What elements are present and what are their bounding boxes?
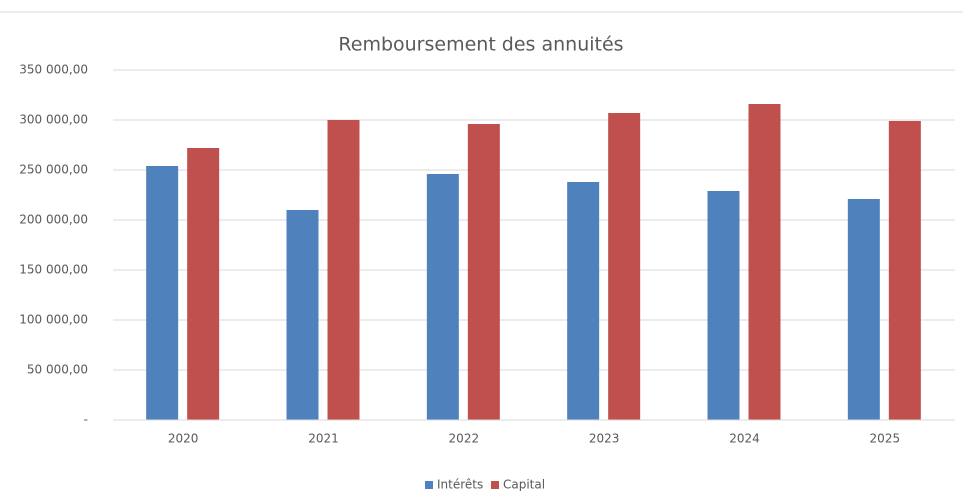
x-tick-label: 2021	[308, 432, 339, 446]
x-tick-label: 2025	[870, 432, 901, 446]
y-tick-label: 200 000,00	[19, 213, 88, 227]
legend-label: Intérêts	[437, 478, 483, 492]
x-tick-label: 2020	[168, 432, 199, 446]
bar	[146, 166, 179, 420]
x-tick-label: 2023	[589, 432, 620, 446]
y-tick-label: 50 000,00	[27, 363, 88, 377]
y-tick-label: 100 000,00	[19, 313, 88, 327]
x-tick-label: 2024	[729, 432, 760, 446]
legend-swatch	[491, 481, 499, 489]
x-tick-label: 2022	[449, 432, 480, 446]
legend-swatch	[425, 481, 433, 489]
y-tick-label: 300 000,00	[19, 113, 88, 127]
chart-title: Remboursement des annuités	[338, 34, 623, 56]
y-tick-label: 250 000,00	[19, 163, 88, 177]
legend-label: Capital	[503, 478, 545, 492]
bar	[888, 121, 921, 420]
bar	[567, 182, 600, 420]
bar	[847, 199, 880, 420]
bar	[608, 113, 641, 420]
y-tick-label: 350 000,00	[19, 63, 88, 77]
bar	[707, 191, 740, 420]
y-tick-label: -	[84, 413, 88, 427]
y-tick-label: 150 000,00	[19, 263, 88, 277]
bar	[467, 124, 500, 420]
bar	[327, 120, 360, 420]
bar	[286, 210, 319, 420]
bar	[748, 104, 781, 420]
bar	[426, 174, 459, 420]
bar	[187, 148, 220, 420]
